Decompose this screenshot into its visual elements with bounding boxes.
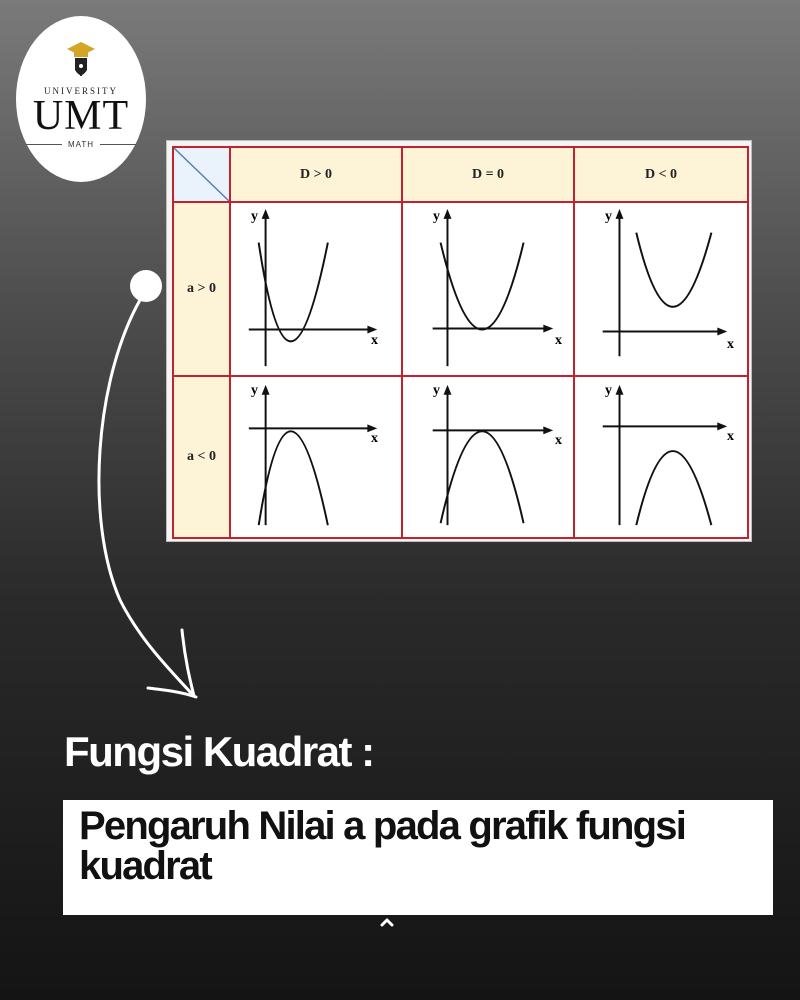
- y-axis-label: y: [433, 383, 440, 398]
- x-axis-label: x: [371, 333, 378, 348]
- x-axis-label: x: [555, 433, 562, 448]
- graph-cell-a-pos-d-zero: y x: [401, 201, 575, 377]
- column-header-d-negative: D < 0: [573, 146, 749, 203]
- graduation-cap-icon: [67, 42, 95, 76]
- logo-brand-text: UMT: [32, 93, 130, 139]
- x-axis-label: x: [727, 337, 734, 352]
- y-axis-label: y: [605, 383, 612, 398]
- caret-up-icon: [380, 918, 394, 927]
- logo-rule-left: [25, 144, 62, 145]
- logo-dept-row: MATH: [25, 140, 137, 149]
- graph-cell-a-pos-d-neg: y x: [573, 201, 749, 377]
- parabola-plot: [432, 208, 554, 367]
- parabola-plot: [602, 208, 728, 357]
- subtitle-box: Pengaruh Nilai a pada grafik fungsi kuad…: [63, 800, 773, 915]
- x-axis-label: x: [727, 429, 734, 444]
- y-axis-label: y: [251, 209, 258, 224]
- table-corner-cell: [172, 146, 231, 203]
- graph-cell-a-neg-d-neg: y x: [573, 375, 749, 539]
- x-axis-label: x: [371, 431, 378, 446]
- logo-university-text: UNIVERSITY: [44, 86, 118, 96]
- logo-rule-right: [100, 144, 137, 145]
- row-header-a-negative: a < 0: [172, 375, 231, 539]
- graph-cell-a-neg-d-pos: y x: [229, 375, 403, 539]
- university-logo: UNIVERSITY UMT MATH: [16, 16, 146, 182]
- page-title: Fungsi Kuadrat :: [64, 728, 375, 775]
- row-header-a-positive: a > 0: [172, 201, 231, 377]
- parabola-plot: [602, 384, 728, 526]
- y-axis-label: y: [433, 209, 440, 224]
- x-axis-label: x: [555, 333, 562, 348]
- parabola-plot: [248, 384, 378, 526]
- table-grid: D > 0 D = 0 D < 0 a > 0 y x y: [172, 146, 749, 539]
- corner-diagonal: [174, 148, 229, 201]
- column-header-d-positive: D > 0: [229, 146, 403, 203]
- column-header-d-zero: D = 0: [401, 146, 575, 203]
- graph-cell-a-neg-d-zero: y x: [401, 375, 575, 539]
- parabola-plot: [432, 384, 554, 526]
- page-subtitle: Pengaruh Nilai a pada grafik fungsi kuad…: [79, 804, 687, 888]
- y-axis-label: y: [605, 209, 612, 224]
- graph-cell-a-pos-d-pos: y x: [229, 201, 403, 377]
- parabola-plot: [248, 208, 378, 367]
- quadratic-graph-table: D > 0 D = 0 D < 0 a > 0 y x y: [166, 140, 752, 542]
- y-axis-label: y: [251, 383, 258, 398]
- logo-dept-text: MATH: [67, 140, 95, 149]
